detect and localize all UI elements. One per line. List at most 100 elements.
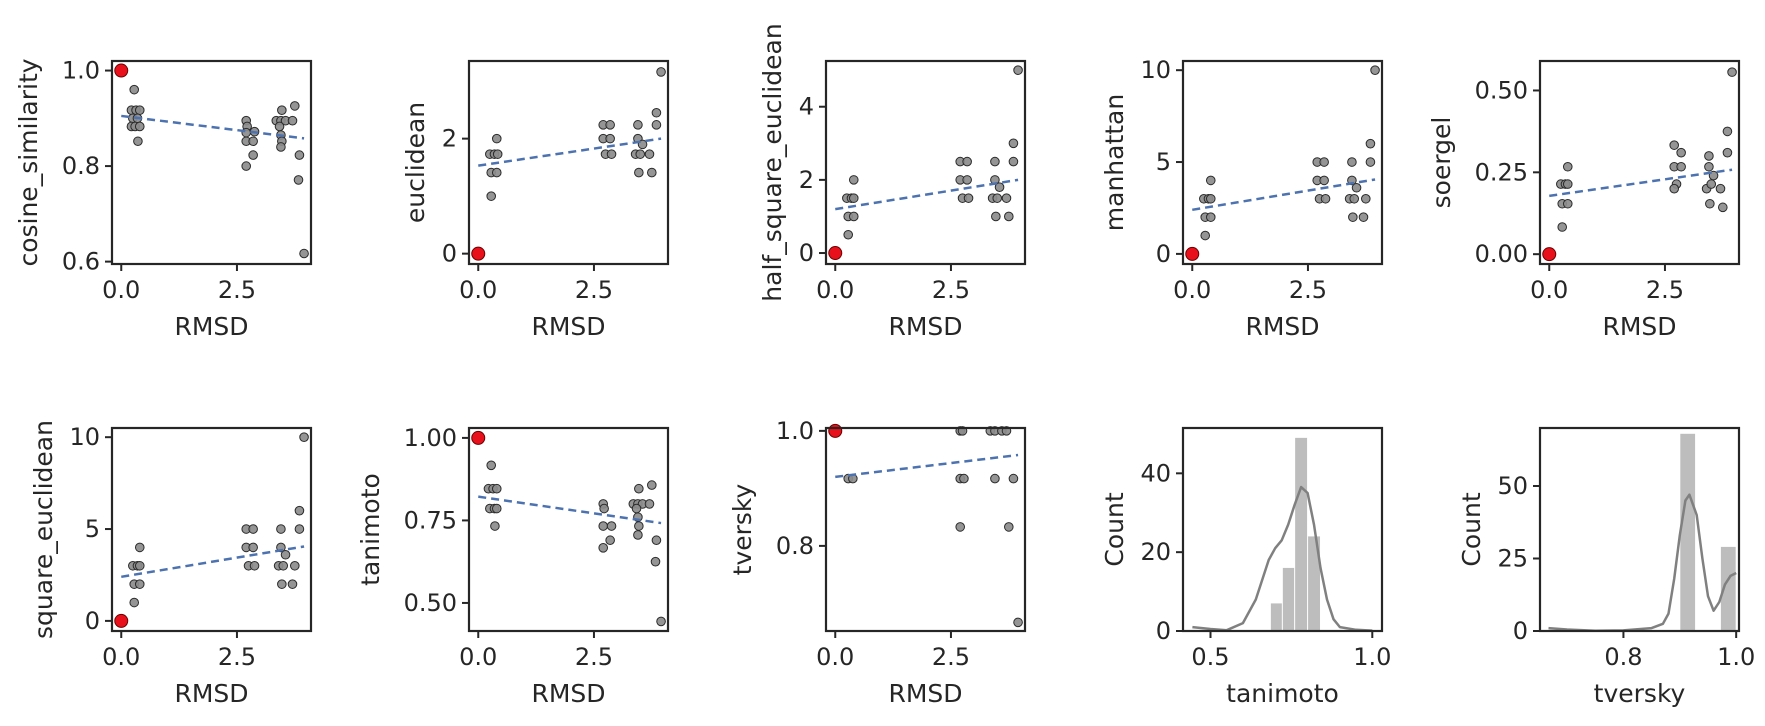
data-point bbox=[598, 521, 609, 531]
data-point bbox=[606, 149, 617, 159]
y-axis-label: cosine_similarity bbox=[14, 58, 43, 266]
regression-line bbox=[478, 495, 662, 525]
reference-point bbox=[471, 246, 486, 261]
data-point bbox=[651, 120, 662, 130]
data-point bbox=[1348, 212, 1358, 222]
y-axis-label: tanimoto bbox=[356, 473, 385, 586]
y-axis-label: Count bbox=[1457, 492, 1486, 566]
y-tick-label: 0.50 bbox=[404, 589, 457, 617]
data-point bbox=[277, 105, 287, 115]
y-tick-label: 25 bbox=[1497, 545, 1528, 573]
y-tick-label: 0.6 bbox=[62, 248, 100, 276]
histogram-bar bbox=[1295, 437, 1308, 631]
data-point bbox=[651, 107, 662, 118]
axes-frame bbox=[1181, 426, 1384, 633]
x-axis-label: tversky bbox=[1594, 679, 1686, 708]
x-tick-label: 0.0 bbox=[459, 276, 497, 304]
y-tick-label: 0 bbox=[1156, 617, 1171, 645]
x-tick-label: 1.0 bbox=[1717, 643, 1755, 671]
data-point bbox=[635, 149, 646, 159]
data-point bbox=[1205, 212, 1216, 222]
y-axis-label: half_square_euclidean bbox=[758, 23, 787, 301]
data-point bbox=[276, 142, 286, 152]
y-tick-label: 0 bbox=[442, 240, 457, 268]
data-point bbox=[1319, 175, 1329, 186]
regression-line bbox=[1549, 168, 1733, 198]
data-point bbox=[1365, 157, 1376, 167]
x-axis-label: RMSD bbox=[888, 679, 962, 708]
x-tick-label: 2.5 bbox=[218, 276, 256, 304]
x-tick-label: 0.0 bbox=[1173, 276, 1211, 304]
data-point bbox=[1004, 211, 1014, 222]
data-point bbox=[634, 483, 644, 494]
data-point bbox=[299, 432, 309, 442]
data-point bbox=[1008, 156, 1019, 167]
regression-line bbox=[478, 137, 662, 167]
data-point bbox=[1361, 193, 1371, 204]
data-point bbox=[248, 150, 258, 160]
data-point bbox=[1562, 198, 1573, 209]
y-tick-label: 0 bbox=[799, 239, 814, 267]
data-point bbox=[491, 167, 502, 178]
y-axis-label: soergel bbox=[1427, 117, 1456, 209]
data-point bbox=[962, 175, 972, 185]
regression-line bbox=[121, 114, 305, 140]
x-tick-label: 0.0 bbox=[816, 643, 854, 671]
data-point bbox=[991, 211, 1001, 222]
y-tick-label: 0.50 bbox=[1475, 76, 1528, 104]
subplot-cosine_similarity-vs-rmsd: 0.0 2.5 0.6 0.8 1.0 RMSD cosine_similarity bbox=[14, 57, 313, 341]
x-axis-label: RMSD bbox=[531, 312, 605, 341]
data-point bbox=[294, 524, 305, 534]
data-point bbox=[294, 505, 305, 516]
data-point bbox=[631, 503, 642, 514]
subplot-tanimoto-vs-rmsd: 0.0 2.5 0.50 0.75 1.00 RMSD tanimoto bbox=[356, 424, 670, 708]
regression-line bbox=[121, 545, 305, 579]
data-point bbox=[1562, 179, 1573, 189]
data-point bbox=[1715, 183, 1726, 194]
data-point bbox=[278, 560, 289, 571]
x-tick-label: 2.5 bbox=[932, 643, 970, 671]
data-point bbox=[605, 120, 615, 130]
data-point bbox=[1013, 617, 1023, 628]
data-point bbox=[1347, 157, 1357, 167]
data-point bbox=[280, 549, 291, 560]
data-point bbox=[1676, 161, 1686, 172]
data-point bbox=[990, 156, 1000, 167]
x-tick-label: 0.0 bbox=[102, 276, 140, 304]
x-axis-label: tanimoto bbox=[1226, 679, 1339, 708]
data-point bbox=[955, 522, 966, 532]
data-point bbox=[963, 193, 974, 203]
data-point bbox=[134, 579, 145, 589]
kde-curve bbox=[1192, 485, 1373, 632]
x-axis-label: RMSD bbox=[174, 679, 248, 708]
regression-line bbox=[1192, 178, 1376, 212]
y-tick-label: 5 bbox=[1156, 148, 1171, 176]
x-tick-label: 2.5 bbox=[575, 643, 613, 671]
y-tick-label: 10 bbox=[69, 423, 100, 451]
subplot-manhattan-vs-rmsd: 0.0 2.5 0 5 10 RMSD manhattan bbox=[1100, 56, 1384, 341]
histogram-bar bbox=[1680, 433, 1696, 631]
data-point bbox=[491, 133, 502, 144]
y-tick-label: 1.0 bbox=[62, 57, 100, 85]
data-point bbox=[1704, 161, 1714, 172]
data-point bbox=[491, 503, 502, 514]
data-point bbox=[129, 597, 140, 608]
data-point bbox=[1706, 179, 1717, 189]
axes-frame bbox=[1538, 426, 1741, 633]
data-point bbox=[134, 105, 145, 115]
axes-frame bbox=[467, 59, 670, 266]
data-point bbox=[656, 67, 666, 77]
y-tick-label: 0 bbox=[85, 607, 100, 635]
subplot-Count-hist: 0.8 1.0 0 25 50 tversky Count bbox=[1457, 426, 1755, 708]
x-tick-label: 2.5 bbox=[1646, 276, 1684, 304]
data-point bbox=[491, 483, 502, 494]
subplot-euclidean-vs-rmsd: 0.0 2.5 0 2 RMSD euclidean bbox=[401, 59, 670, 341]
data-point bbox=[647, 480, 657, 490]
x-tick-label: 0.5 bbox=[1191, 643, 1229, 671]
data-point bbox=[634, 167, 644, 178]
y-axis-label: square_euclidean bbox=[29, 420, 58, 639]
data-point bbox=[605, 133, 615, 144]
data-point bbox=[1013, 65, 1023, 75]
data-point bbox=[1705, 198, 1715, 209]
